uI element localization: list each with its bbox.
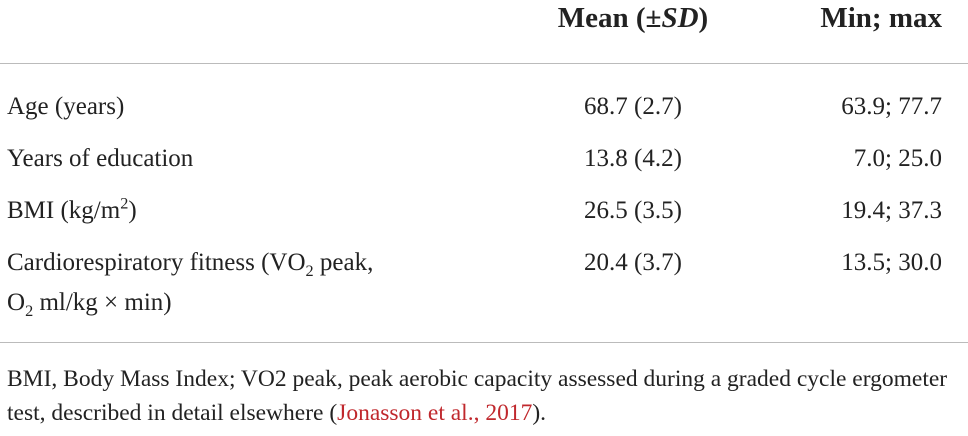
citation-link[interactable]: Jonasson et al., 2017: [337, 400, 533, 426]
column-header: Min; max: [790, 2, 942, 35]
text-part: SD: [661, 2, 699, 34]
text-part: Age (years): [7, 93, 125, 120]
row-label: BMI (kg/m2): [7, 191, 137, 231]
rule: [0, 63, 968, 64]
text-part: 2: [305, 262, 314, 280]
cell-range: 13.5; 30.0: [841, 249, 942, 276]
text-part: ): [698, 2, 709, 34]
text-part: Mean (±: [557, 2, 662, 34]
row-label: Years of education: [7, 139, 193, 179]
column-header: Mean (±SD): [533, 2, 733, 35]
text-part: Cardiorespiratory fitness (VO: [7, 249, 306, 276]
cell-mean: 20.4 (3.7): [584, 249, 682, 276]
text-part: 2: [25, 302, 34, 320]
text-part: BMI (kg/m: [7, 197, 121, 224]
cell-mean: 26.5 (3.5): [584, 197, 682, 224]
cell-range: 7.0; 25.0: [853, 145, 942, 172]
cell-range: 63.9; 77.7: [841, 93, 942, 120]
text-part: ): [128, 197, 137, 224]
text-part: Years of education: [7, 145, 194, 172]
cell-mean: 13.8 (4.2): [584, 145, 682, 172]
rule: [0, 342, 968, 343]
cell-mean: 68.7 (2.7): [584, 93, 682, 120]
row-label: Age (years): [7, 87, 124, 127]
footnote: BMI, Body Mass Index; VO2 peak, peak aer…: [7, 362, 965, 430]
text-part: ).: [532, 400, 547, 426]
cell-range: 19.4; 37.3: [841, 197, 942, 224]
row-label: Cardiorespiratory fitness (VO2 peak, O2 m…: [7, 243, 373, 323]
text-part: Min; max: [820, 2, 942, 34]
text-part: O: [7, 289, 26, 316]
text-part: peak,: [313, 249, 374, 276]
text-part: 2: [120, 194, 129, 213]
text-part: ml/kg × min): [33, 289, 172, 316]
text-part: BMI, Body Mass Index; VO2 peak, peak aer…: [7, 366, 948, 426]
